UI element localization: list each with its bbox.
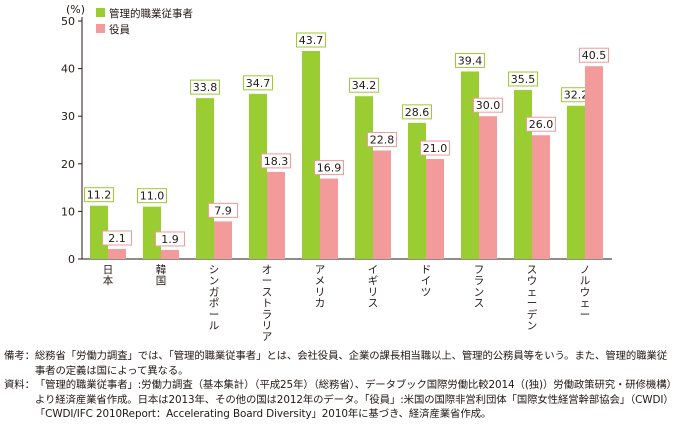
value-label-box bbox=[367, 131, 397, 147]
value-label-box bbox=[402, 104, 432, 120]
bar-board-3 bbox=[267, 171, 285, 259]
bar-board-9 bbox=[585, 66, 603, 259]
value-label: 39.4 bbox=[458, 54, 483, 67]
note-biko: 備考： 総務省「労働力調査」では、「管理的職業従事者」とは、会社役員、企業の課長… bbox=[4, 349, 672, 378]
bar-managers-7 bbox=[461, 71, 479, 260]
value-label: 32.2 bbox=[564, 89, 589, 102]
bar-board-1 bbox=[161, 249, 179, 259]
value-label: 1.9 bbox=[161, 233, 179, 246]
value-label-box bbox=[84, 187, 114, 203]
value-label-box bbox=[155, 231, 185, 247]
y-tick-label: 0 bbox=[68, 253, 75, 266]
value-label-box bbox=[508, 71, 538, 87]
y-axis-unit-label: (%) bbox=[66, 3, 85, 16]
value-label: 40.5 bbox=[582, 49, 607, 62]
value-label-box bbox=[208, 202, 238, 218]
bar-managers-9 bbox=[567, 105, 585, 259]
bar-board-2 bbox=[214, 221, 232, 259]
value-label-box bbox=[420, 140, 450, 156]
legend-label-1: 役員 bbox=[109, 23, 130, 36]
value-label-box bbox=[526, 116, 556, 132]
value-label: 21.0 bbox=[423, 142, 448, 155]
bar-chart: (%) 0 10 20 30 40 50 11.2 2.1 11.0 1.9 33.8 7.9 34.… bbox=[61, 3, 612, 343]
x-tick-label: イギリス bbox=[368, 264, 379, 310]
value-label: 28.6 bbox=[405, 106, 430, 119]
value-label-box bbox=[455, 52, 485, 68]
x-tick-label: フランス bbox=[474, 264, 485, 310]
value-label: 7.9 bbox=[214, 204, 232, 217]
legend-swatch-0 bbox=[96, 8, 105, 17]
value-label-box bbox=[137, 188, 167, 204]
x-tick-label: 韓国 bbox=[156, 264, 167, 287]
value-label: 2.1 bbox=[108, 232, 126, 245]
y-tick-label: 30 bbox=[61, 110, 75, 123]
value-label: 34.2 bbox=[352, 79, 377, 92]
x-axis-category-labels: 日本 韓国 シンガポール オーストラリア アメリカ イギリス ドイツ フランス スウェーデン ノル… bbox=[103, 264, 591, 343]
note-biko-head: 備考： bbox=[4, 350, 35, 362]
note-biko-text: 総務省「労働力調査」では、「管理的職業従事者」とは、会社役員、企業の課長相当職以… bbox=[34, 350, 668, 377]
y-tick-label: 20 bbox=[61, 158, 75, 171]
legend-swatch-1 bbox=[96, 24, 105, 33]
bar-managers-2 bbox=[196, 98, 214, 259]
value-label: 11.2 bbox=[87, 189, 112, 202]
value-label: 16.9 bbox=[317, 162, 342, 175]
value-label: 34.7 bbox=[246, 77, 271, 90]
value-label-box bbox=[349, 77, 379, 93]
value-label: 26.0 bbox=[529, 118, 554, 131]
bar-managers-5 bbox=[355, 96, 373, 259]
bar-board-6 bbox=[426, 159, 444, 259]
x-tick-label: スウェーデン bbox=[527, 264, 538, 332]
value-label: 33.8 bbox=[193, 81, 218, 94]
legend-label-0: 管理的職業従事者 bbox=[109, 7, 193, 20]
y-tick-label: 40 bbox=[61, 63, 75, 76]
bar-managers-8 bbox=[514, 90, 532, 260]
x-tick-label: ノルウェー bbox=[580, 264, 591, 321]
value-label-box bbox=[190, 79, 220, 95]
note-shiryo: 資料： 「管理的職業従事者」:労働力調査（基本集計）（平成25年）（総務省）、デ… bbox=[4, 378, 672, 422]
value-label: 35.5 bbox=[511, 73, 536, 86]
value-label: 22.8 bbox=[370, 133, 395, 146]
value-label-box bbox=[296, 32, 326, 48]
value-label: 30.0 bbox=[476, 99, 501, 112]
bar-managers-6 bbox=[408, 122, 426, 259]
value-label-box bbox=[314, 160, 344, 176]
note-shiryo-head: 資料： bbox=[4, 379, 35, 391]
value-label: 18.3 bbox=[264, 155, 289, 168]
note-shiryo-text: 「管理的職業従事者」:労働力調査（基本集計）（平成25年）（総務省）、データブッ… bbox=[34, 379, 672, 420]
bar-board-4 bbox=[320, 178, 338, 259]
value-label-box bbox=[473, 97, 503, 113]
x-tick-label: ドイツ bbox=[421, 264, 432, 298]
value-label-box bbox=[243, 75, 273, 91]
bar-board-7 bbox=[479, 116, 497, 259]
bar-managers-3 bbox=[249, 93, 267, 259]
bar-managers-4 bbox=[302, 50, 320, 259]
bar-board-0 bbox=[108, 249, 126, 259]
x-tick-label: 日本 bbox=[103, 264, 114, 287]
value-label-box bbox=[102, 230, 132, 246]
value-label-box bbox=[579, 47, 609, 63]
bar-board-5 bbox=[373, 150, 391, 259]
value-label: 11.0 bbox=[140, 190, 165, 203]
bars: 11.2 2.1 11.0 1.9 33.8 7.9 34.7 18.3 43.7 16.9 34.… bbox=[84, 32, 609, 260]
value-label-box bbox=[261, 153, 291, 169]
x-tick-label: シンガポール bbox=[209, 264, 220, 332]
chart-notes: 備考： 総務省「労働力調査」では、「管理的職業従事者」とは、会社役員、企業の課長… bbox=[4, 349, 672, 422]
y-tick-label: 10 bbox=[61, 205, 75, 218]
y-tick-label: 50 bbox=[61, 15, 75, 28]
bar-managers-0 bbox=[90, 205, 108, 259]
x-tick-label: オーストラリア bbox=[262, 264, 273, 343]
value-label: 43.7 bbox=[299, 34, 324, 47]
bar-board-8 bbox=[532, 135, 550, 259]
x-tick-label: アメリカ bbox=[315, 264, 326, 310]
